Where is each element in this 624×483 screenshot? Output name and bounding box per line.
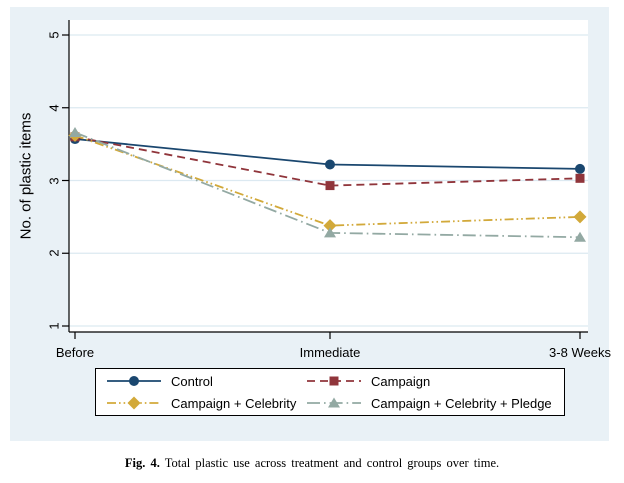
legend-item-campaign: Campaign — [306, 372, 430, 390]
circle-marker — [129, 376, 139, 386]
x-tick-label: Immediate — [299, 345, 361, 360]
legend-item-campaign-celebrity-pledge: Campaign + Celebrity + Pledge — [306, 394, 552, 412]
diamond-marker — [573, 210, 587, 224]
y-tick-label: 5 — [46, 31, 62, 39]
figure-area: No. of plastic items Control Campaign Ca… — [10, 7, 611, 441]
line-chart — [62, 20, 588, 339]
triangle-marker — [69, 126, 81, 137]
legend-item-control: Control — [106, 372, 213, 390]
caption-label: Fig. 4. — [124, 456, 160, 470]
triangle-marker — [574, 231, 586, 242]
triangle-marker — [328, 397, 340, 408]
plot-area — [69, 20, 588, 332]
circle-marker — [325, 159, 335, 170]
figure-caption: Fig. 4. Total plastic use across treatme… — [0, 456, 624, 471]
x-tick-label: Before — [55, 345, 95, 360]
y-tick-label: 3 — [46, 176, 62, 185]
y-tick-label: 1 — [46, 322, 62, 330]
legend: Control Campaign Campaign + Celebrity Ca… — [95, 368, 565, 416]
triangle-marker — [324, 227, 336, 238]
square-marker — [325, 181, 335, 191]
legend-sample-campaign-celebrity — [107, 396, 161, 410]
circle-marker — [575, 163, 585, 174]
square-marker — [329, 376, 339, 386]
square-marker — [575, 173, 585, 183]
y-axis-title: No. of plastic items — [17, 112, 35, 240]
x-tick-label: 3-8 Weeks — [549, 345, 611, 360]
legend-sample-campaign-celebrity-pledge — [307, 397, 361, 408]
caption-text: Total plastic use across treatment and c… — [159, 456, 500, 470]
legend-label-campaign-celebrity-pledge: Campaign + Celebrity + Pledge — [371, 395, 552, 411]
legend-label-control: Control — [171, 373, 213, 389]
legend-label-campaign-celebrity: Campaign + Celebrity — [171, 395, 297, 411]
diamond-marker — [127, 396, 141, 410]
legend-item-campaign-celebrity: Campaign + Celebrity — [106, 394, 296, 412]
y-tick-label: 4 — [46, 104, 62, 112]
y-tick-label: 2 — [46, 249, 62, 257]
legend-sample-campaign — [307, 376, 361, 386]
legend-label-campaign: Campaign — [371, 373, 431, 389]
legend-sample-control — [107, 376, 161, 386]
diamond-marker — [323, 219, 337, 233]
